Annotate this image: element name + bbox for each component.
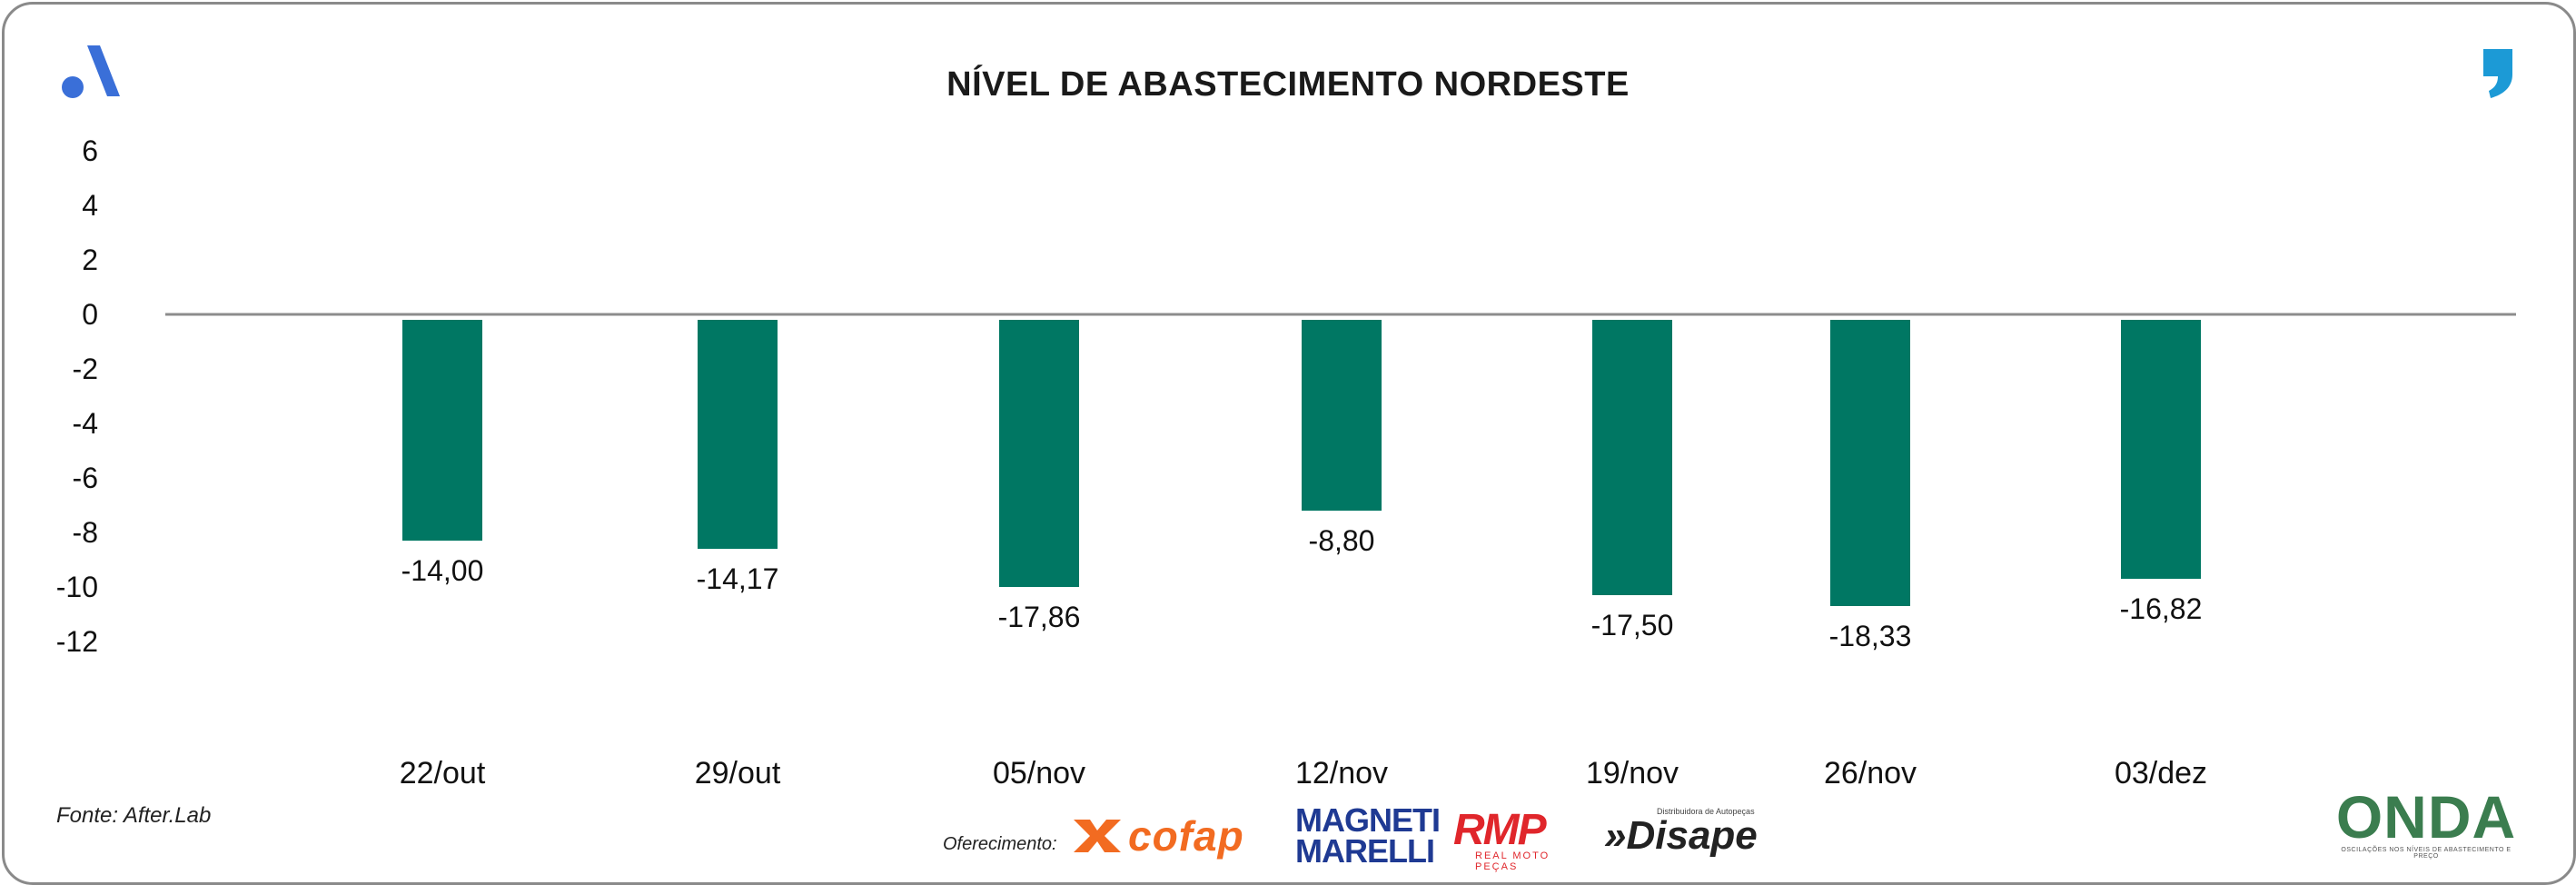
x-tick-label: 26/nov xyxy=(1824,756,1917,791)
data-label: -16,82 xyxy=(2120,592,2203,625)
rmp-text: RMP xyxy=(1453,806,1547,854)
x-tick-label: 12/nov xyxy=(1295,756,1388,791)
cofap-text: cofap xyxy=(1128,812,1244,860)
y-tick-label: 0 xyxy=(82,298,98,331)
y-tick-label: -2 xyxy=(73,353,98,385)
source-note: Fonte: After.Lab xyxy=(56,803,212,828)
data-label: -17,86 xyxy=(998,601,1081,633)
x-tick-label: 29/out xyxy=(695,756,781,791)
letter-a-logo-icon xyxy=(62,45,120,98)
bar xyxy=(1830,320,1910,606)
magneti-marelli-logo: MAGNETI MARELLI xyxy=(1295,801,1441,870)
bar xyxy=(2121,320,2201,579)
bar xyxy=(402,320,482,541)
y-tick-label: 2 xyxy=(82,244,98,276)
cofap-logo: cofap xyxy=(1070,811,1244,860)
bar xyxy=(1302,320,1382,511)
x-tick-label: 19/nov xyxy=(1586,756,1679,791)
data-label: -17,50 xyxy=(1591,609,1674,641)
data-label: -18,33 xyxy=(1829,620,1912,652)
onda-logo: ONDA OSCILAÇÕES NOS NÍVEIS DE ABASTECIME… xyxy=(2334,787,2518,860)
rmp-logo: RMP REAL MOTO PEÇAS xyxy=(1453,806,1584,873)
y-tick-label: -4 xyxy=(73,407,98,440)
sponsor-label: Oferecimento: xyxy=(943,834,1057,854)
y-tick-label: -12 xyxy=(56,625,98,658)
cofap-x-icon xyxy=(1074,820,1121,852)
data-label: -14,17 xyxy=(697,562,779,595)
quote-mark-icon xyxy=(2483,49,2512,98)
bar xyxy=(698,320,778,549)
rmp-subtext: REAL MOTO PEÇAS xyxy=(1475,850,1551,872)
y-tick-label: -6 xyxy=(73,462,98,494)
bar xyxy=(1592,320,1672,595)
y-tick-label: -10 xyxy=(56,571,98,603)
data-label: -14,00 xyxy=(401,554,484,587)
onda-text: ONDA xyxy=(2335,783,2517,850)
y-tick-label: 6 xyxy=(82,134,98,167)
chart-title: NÍVEL DE ABASTECIMENTO NORDESTE xyxy=(946,65,1630,104)
y-tick-label: 4 xyxy=(82,189,98,222)
disape-subtext: Distribuidora de Autopeças xyxy=(1657,807,1755,816)
bar xyxy=(999,320,1079,587)
marelli-text: MARELLI xyxy=(1295,832,1435,870)
y-tick-label: -8 xyxy=(73,516,98,549)
disape-text: »Disape xyxy=(1604,813,1758,858)
x-tick-label: 05/nov xyxy=(993,756,1085,791)
magneti-text: MAGNETI xyxy=(1295,801,1441,839)
x-tick-label: 03/dez xyxy=(2115,756,2207,791)
disape-logo: Distribuidora de Autopeças »Disape xyxy=(1604,807,1777,856)
data-label: -8,80 xyxy=(1309,524,1375,557)
x-tick-label: 22/out xyxy=(400,756,486,791)
onda-tagline: OSCILAÇÕES NOS NÍVEIS DE ABASTECIMENTO E… xyxy=(2341,847,2512,860)
